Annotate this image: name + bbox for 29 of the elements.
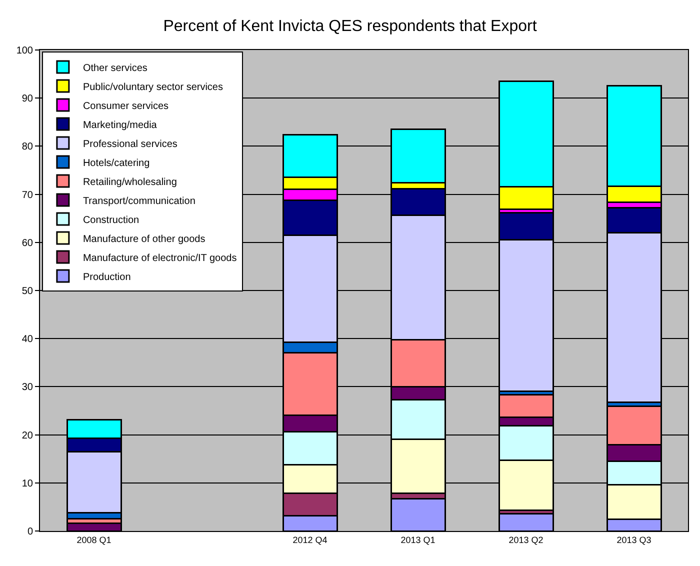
- y-tick-label: 20: [22, 430, 34, 442]
- legend-label: Manufacture of electronic/IT goods: [82, 252, 237, 264]
- x-tick-label: 2013 Q3: [616, 534, 652, 545]
- chart-title: Percent of Kent Invicta QES respondents that Export: [163, 18, 538, 36]
- y-tick-label: 0: [27, 526, 34, 538]
- x-tick-label: 2008 Q1: [76, 534, 112, 545]
- legend-label: Production: [82, 272, 131, 283]
- y-tick-label: 80: [22, 142, 34, 153]
- legend-label: Construction: [82, 214, 140, 226]
- legend-label: Professional services: [82, 138, 178, 150]
- x-tick-label: 2013 Q2: [508, 534, 544, 545]
- x-tick-label: 2013 Q1: [400, 534, 436, 545]
- y-tick-label: 50: [22, 286, 34, 297]
- y-tick-label: 40: [22, 334, 34, 346]
- y-tick-label: 70: [22, 190, 34, 201]
- legend-label: Other services: [82, 62, 148, 74]
- y-tick-label: 100: [16, 46, 34, 56]
- y-tick-label: 10: [22, 478, 34, 490]
- legend-label: Public/voluntary sector services: [82, 82, 224, 93]
- x-tick-label: 2012 Q4: [292, 534, 328, 545]
- legend-label: Manufacture of other goods: [82, 234, 206, 245]
- y-tick-label: 90: [22, 94, 34, 105]
- y-tick-label: 30: [22, 382, 34, 394]
- legend-label: Transport/communication: [82, 196, 196, 207]
- legend-label: Marketing/media: [82, 120, 158, 131]
- legend-label: Consumer services: [82, 100, 169, 112]
- legend-label: Hotels/catering: [82, 158, 150, 169]
- y-tick-label: 60: [22, 238, 34, 249]
- legend-label: Retailing/wholesaling: [82, 176, 177, 188]
